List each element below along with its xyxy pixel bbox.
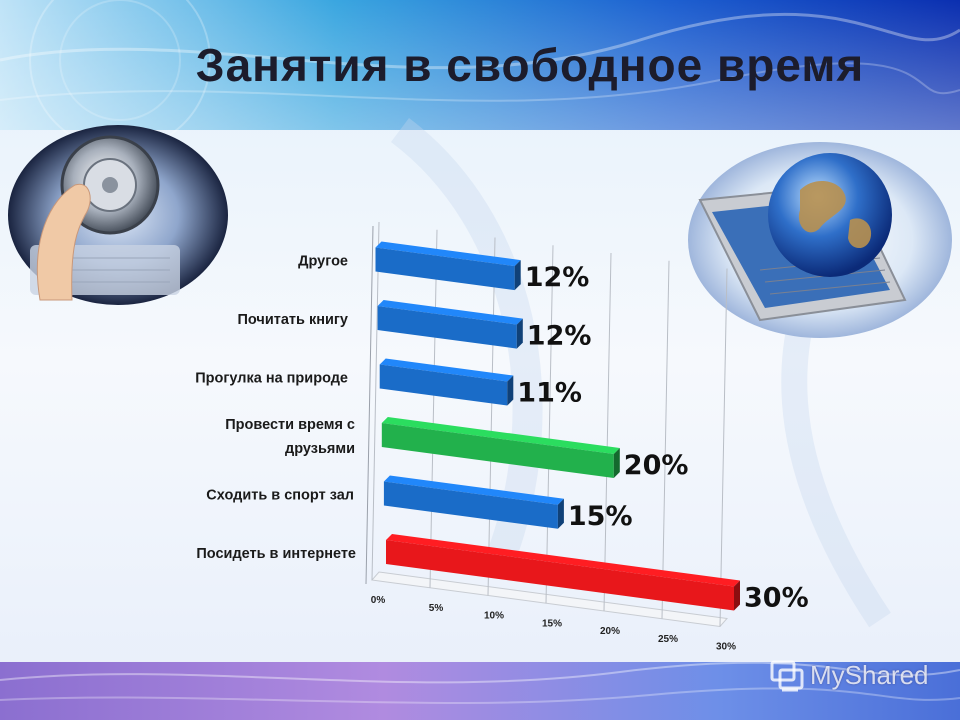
x-axis-ticks: 0% 5% 10% 15% 20% 25% 30%	[371, 595, 736, 653]
bar	[375, 241, 521, 291]
bar	[379, 358, 514, 406]
value-label: 20%	[624, 450, 689, 481]
chart-gridlines	[365, 221, 728, 627]
bar-top	[386, 534, 740, 587]
bar	[381, 417, 620, 478]
bar	[383, 475, 564, 529]
x-tick-label: 10%	[484, 611, 504, 622]
gridline	[429, 229, 438, 588]
bar-end	[514, 260, 521, 291]
bar-front	[379, 364, 508, 406]
bar-top	[383, 475, 564, 505]
bar-end	[613, 448, 620, 478]
chart-bars: 12% 12% 11% 20% 15% 30%	[375, 241, 809, 614]
page-title: Занятия в свободное время	[195, 39, 865, 91]
myshared-watermark: MyShared	[768, 656, 938, 696]
x-tick-label: 30%	[716, 642, 736, 653]
bar-end	[734, 580, 740, 611]
bar-end	[516, 318, 523, 349]
category-label: Другое	[298, 254, 348, 270]
value-label: 12%	[527, 321, 592, 352]
gridline	[603, 252, 612, 612]
watermark-text: MyShared	[810, 660, 929, 690]
globe-laptop-illustration	[688, 142, 952, 338]
y-axis-wall	[365, 225, 374, 585]
gridline	[545, 245, 554, 604]
gridline	[719, 268, 728, 627]
bar-end	[557, 498, 564, 529]
category-label: Прогулка на природе	[195, 371, 348, 387]
gridline	[661, 260, 670, 619]
value-label: 11%	[517, 378, 582, 409]
bar	[377, 300, 523, 349]
x-tick-label: 0%	[371, 595, 386, 606]
bar-front	[377, 306, 517, 349]
gridline	[371, 221, 380, 581]
bar-front	[375, 247, 515, 291]
bar-front	[386, 540, 734, 611]
category-label: Почитать книгу	[238, 312, 349, 328]
category-label: Провести время с друзьями	[225, 417, 355, 457]
value-label: 15%	[568, 501, 633, 532]
value-label: 12%	[525, 262, 590, 293]
gridline	[487, 237, 496, 596]
category-labels: Другое Почитать книгу Прогулка на природе П…	[195, 254, 356, 563]
category-label: Сходить в спорт зал	[206, 488, 354, 504]
bar-top	[375, 241, 521, 267]
x-tick-label: 5%	[429, 603, 444, 614]
bar-end	[507, 375, 514, 406]
value-label: 30%	[744, 583, 809, 614]
bar-front	[383, 481, 558, 529]
bar-top	[381, 417, 620, 454]
bar	[386, 534, 740, 611]
category-label: Посидеть в интернете	[196, 546, 356, 562]
bar-top	[379, 358, 514, 382]
bar-front	[381, 423, 614, 478]
x-tick-label: 25%	[658, 634, 678, 645]
safe-dial-illustration	[8, 125, 228, 305]
bar-top	[377, 300, 523, 325]
x-tick-label: 20%	[600, 626, 620, 637]
x-tick-label: 15%	[542, 618, 562, 629]
watermark-logo-icon	[770, 660, 804, 692]
